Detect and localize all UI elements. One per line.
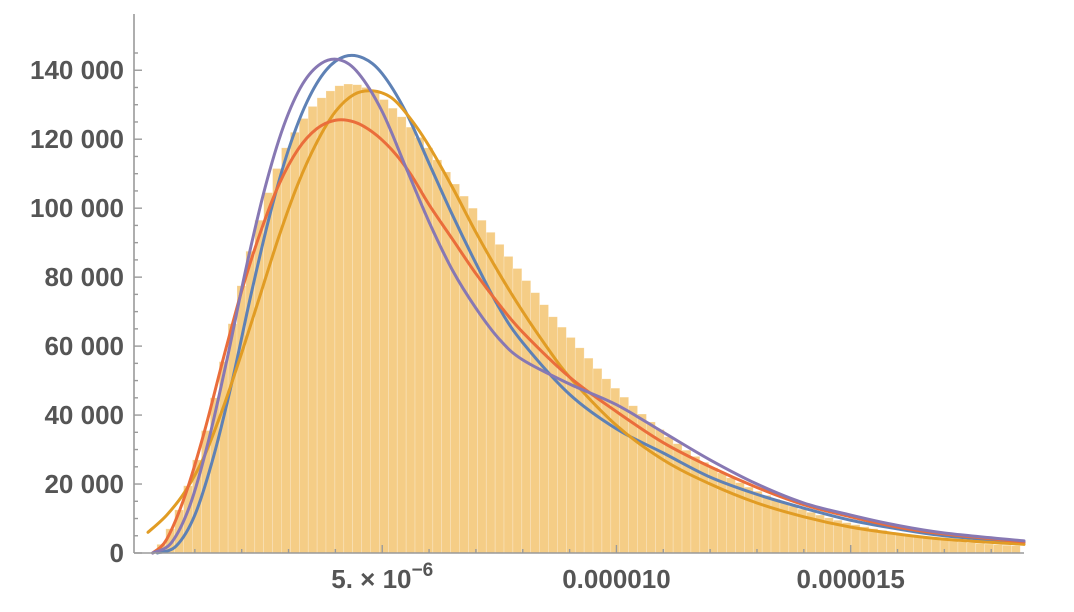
- histogram-bar: [361, 87, 371, 554]
- histogram-bar: [388, 107, 398, 554]
- histogram-bar: [325, 90, 336, 554]
- histogram-bar: [628, 405, 638, 554]
- histogram-bar: [379, 99, 389, 554]
- y-tick-label: 40 000: [44, 400, 124, 430]
- x-tick-label: 0.000010: [562, 564, 670, 594]
- histogram-bar: [396, 116, 407, 554]
- histogram-bar: [975, 543, 985, 554]
- histogram-bar: [966, 542, 977, 554]
- histogram-bar: [993, 544, 1003, 554]
- histogram-bar: [263, 192, 273, 554]
- histogram-bar: [370, 92, 380, 554]
- y-tick-label: 100 000: [30, 193, 124, 223]
- histogram-bar: [316, 97, 327, 554]
- histogram-bar: [503, 256, 514, 554]
- fit-curve-2: [146, 89, 1026, 546]
- axes: [133, 14, 1024, 554]
- fit-curves: [146, 53, 1026, 555]
- histogram-bar: [922, 537, 932, 554]
- histogram-bar: [744, 486, 754, 554]
- y-tick-label: 140 000: [30, 55, 124, 85]
- y-tick-label: 80 000: [44, 262, 124, 292]
- histogram-bar: [512, 268, 523, 554]
- histogram-bar: [494, 244, 505, 554]
- histogram-bar: [566, 337, 576, 554]
- histogram-bar: [485, 232, 496, 554]
- histogram-bar: [717, 472, 727, 554]
- x-axis-ticks: 5. × 10−6 0.000010 0.000015: [194, 545, 992, 594]
- histogram-bar: [272, 168, 282, 554]
- histogram-bar: [726, 477, 736, 554]
- y-tick-label: 60 000: [44, 331, 124, 361]
- histogram-bar: [930, 538, 941, 554]
- y-axis-ticks: 0 20 000 40 000 60 000 80 000 100 000 120 000 1…: [30, 52, 142, 568]
- y-tick-label: 120 000: [30, 124, 124, 154]
- x-tick-label: 5. × 10−6: [331, 560, 433, 594]
- histogram-bar: [352, 84, 362, 554]
- fit-curve-4: [151, 57, 1026, 555]
- histogram-bar: [334, 85, 345, 554]
- histogram-bar: [574, 347, 585, 554]
- histogram-bar: [957, 541, 968, 554]
- histogram-bar: [1002, 544, 1012, 554]
- x-tick-label: 0.000015: [796, 564, 904, 594]
- histogram-bar: [984, 543, 994, 554]
- histogram-bar: [307, 106, 318, 554]
- y-tick-label: 20 000: [44, 469, 124, 499]
- histogram-bar: [646, 421, 656, 554]
- histogram-bar: [913, 536, 923, 554]
- histogram-bar: [343, 83, 354, 554]
- histogram-bar: [886, 531, 896, 554]
- histogram-bar: [583, 357, 594, 554]
- histogram-bar: [1011, 545, 1021, 554]
- histogram-bars: [156, 83, 1021, 554]
- histogram-bar: [557, 326, 567, 554]
- histogram-bar: [735, 482, 745, 554]
- histogram-bar: [405, 126, 416, 554]
- histogram-bar: [948, 540, 959, 554]
- histogram-bar: [637, 413, 647, 554]
- histogram-bar: [299, 118, 309, 554]
- histogram-bar: [227, 323, 238, 554]
- histogram-bar: [904, 534, 914, 554]
- fit-curve-1: [155, 53, 1026, 555]
- histogram-bar: [752, 490, 763, 554]
- y-tick-label: 0: [110, 538, 124, 568]
